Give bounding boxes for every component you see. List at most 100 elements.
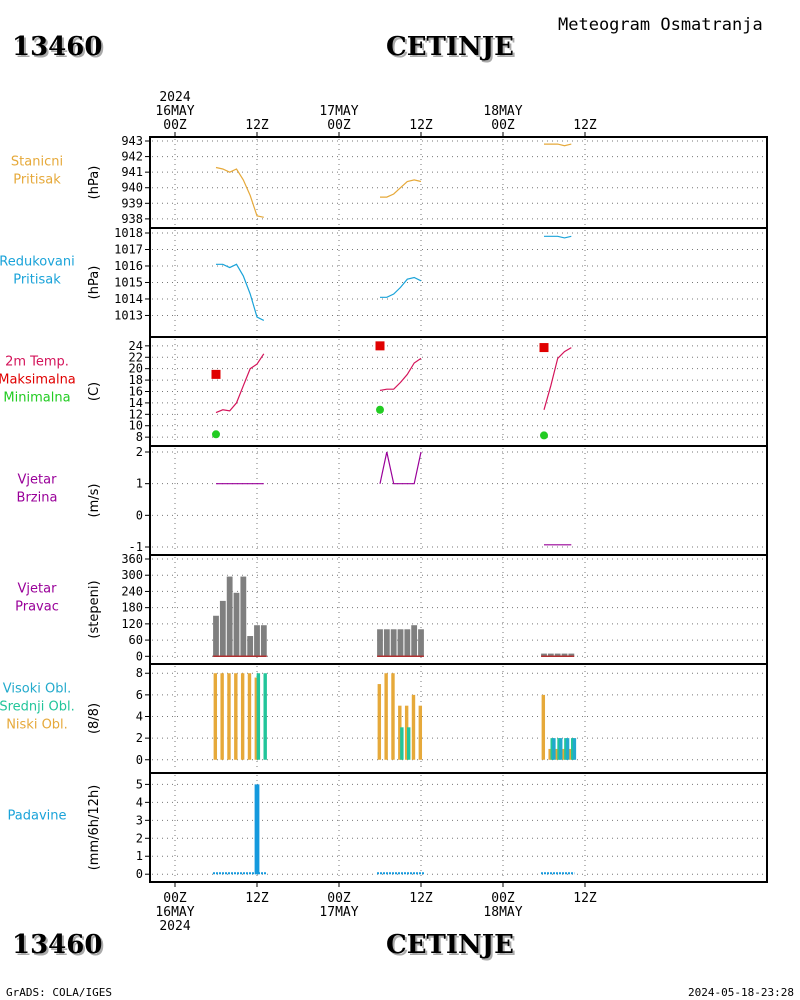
bar <box>404 629 411 657</box>
station-name-bottom-shadow: CETINJE <box>388 932 516 962</box>
y-tick-label: 22 <box>129 350 143 364</box>
x-tick-label-bottom: 00Z <box>491 891 515 906</box>
bar <box>397 629 404 657</box>
bar <box>219 600 226 657</box>
y-tick-label: 3 <box>136 813 143 827</box>
bar <box>377 629 383 657</box>
y-tick-label: 0 <box>136 753 143 767</box>
panel-title-line: Visoki Obl. <box>3 682 71 697</box>
bar <box>226 576 233 657</box>
y-tick-label: 2 <box>136 445 143 459</box>
y-tick-label: 938 <box>121 212 143 226</box>
bar <box>377 684 382 760</box>
y-tick-label: 1017 <box>114 242 143 256</box>
y-tick-label: 2 <box>136 731 143 745</box>
bar <box>213 615 219 657</box>
panel-frame <box>149 136 768 229</box>
station-id-top: 13460 <box>12 32 102 62</box>
x-tick-label-top: 12Z <box>573 118 597 133</box>
panel-p2: 1013 1014 1015 1016 1017 1018 (hPa) Redukovani P… <box>0 226 768 338</box>
station-name-top: CETINJE <box>386 32 514 62</box>
x-tick-label-top: 12Z <box>409 118 433 133</box>
bar <box>256 673 261 760</box>
x-tick-label-top: 00Z <box>327 118 351 133</box>
station-id-bottom: 13460 <box>12 930 102 960</box>
bar <box>541 694 546 760</box>
x-tick-label-bottom: 2024 <box>159 919 190 934</box>
y-tick-label: 240 <box>121 584 143 598</box>
panel-title-line: Padavine <box>8 809 67 824</box>
bar <box>247 636 254 657</box>
bar <box>418 705 423 760</box>
product-title: Meteogram Osmatranja <box>558 15 763 35</box>
bar <box>240 576 247 657</box>
y-tick-label: 8 <box>136 666 143 680</box>
footer-timestamp: 2024-05-18-23:28 <box>688 986 794 999</box>
y-tick-label: 0 <box>136 508 143 522</box>
y-tick-label: 1015 <box>114 275 143 289</box>
y-tick-label: 2 <box>136 831 143 845</box>
series-line <box>379 451 422 485</box>
panel-title-line: Minimalna <box>3 391 70 406</box>
min-temp-marker <box>540 431 548 440</box>
y-tick-label: 16 <box>129 385 143 399</box>
x-tick-label-top: 12Z <box>245 118 269 133</box>
y-tick-label: 0 <box>136 867 143 881</box>
y-tick-label: 943 <box>121 134 143 148</box>
y-tick-label: 10 <box>129 419 143 433</box>
x-tick-label-bottom: 00Z <box>327 891 351 906</box>
bar <box>562 748 566 760</box>
series-line <box>380 179 422 198</box>
panel-title-line: Brzina <box>17 491 58 506</box>
x-tick-label-bottom: 16MAY <box>155 905 194 920</box>
bar <box>213 673 218 760</box>
station-id-top-shadow: 13460 <box>14 34 104 64</box>
y-tick-label: 300 <box>121 568 143 582</box>
y-axis-label: (hPa) <box>87 166 102 200</box>
bar <box>404 705 409 760</box>
y-tick-label: -1 <box>129 540 143 554</box>
panel-title-line: Maksimalna <box>0 373 76 388</box>
bar <box>550 738 554 760</box>
series-line <box>379 357 422 391</box>
y-tick-label: 20 <box>129 362 143 376</box>
max-temp-marker <box>539 343 549 353</box>
y-tick-label: 942 <box>121 150 143 164</box>
y-tick-label: 939 <box>121 196 143 210</box>
bar <box>227 673 231 760</box>
y-tick-label: 1013 <box>114 308 143 322</box>
bar <box>384 673 388 760</box>
y-tick-label: 8 <box>136 430 143 444</box>
bar <box>411 625 418 657</box>
max-temp-marker <box>375 341 385 351</box>
x-tick-label-top: 2024 <box>159 90 190 105</box>
panel-p5: 0 60 120 180 240 300 360 (stepeni) Vjetar Pravac <box>15 552 768 665</box>
panel-title-line: Pritisak <box>13 273 61 288</box>
bar <box>247 673 252 760</box>
bar <box>220 673 224 760</box>
bar <box>391 673 395 760</box>
y-axis-label: (hPa) <box>87 266 102 300</box>
x-tick-label-bottom: 12Z <box>245 891 269 906</box>
bar <box>568 653 575 657</box>
min-temp-marker <box>212 430 220 439</box>
x-tick-label-bottom: 17MAY <box>319 905 358 920</box>
panel-title-line: Pravac <box>15 600 59 615</box>
series-line <box>543 347 572 410</box>
footer-credit: GrADS: COLA/IGES <box>6 986 112 999</box>
series-line <box>380 276 422 298</box>
x-tick-label-top: 00Z <box>163 118 187 133</box>
series-line <box>216 263 265 321</box>
y-axis-label: (8/8) <box>87 703 102 734</box>
x-tick-label-top: 17MAY <box>319 104 358 119</box>
bar <box>570 738 575 760</box>
x-tick-label-top: 18MAY <box>483 104 522 119</box>
panel-p7: 0 1 2 3 4 5 (mm/6h/12h) Padavine <box>8 772 768 883</box>
series-line <box>215 166 264 218</box>
y-tick-label: 120 <box>121 617 143 631</box>
y-axis-label: (m/s) <box>87 484 102 518</box>
